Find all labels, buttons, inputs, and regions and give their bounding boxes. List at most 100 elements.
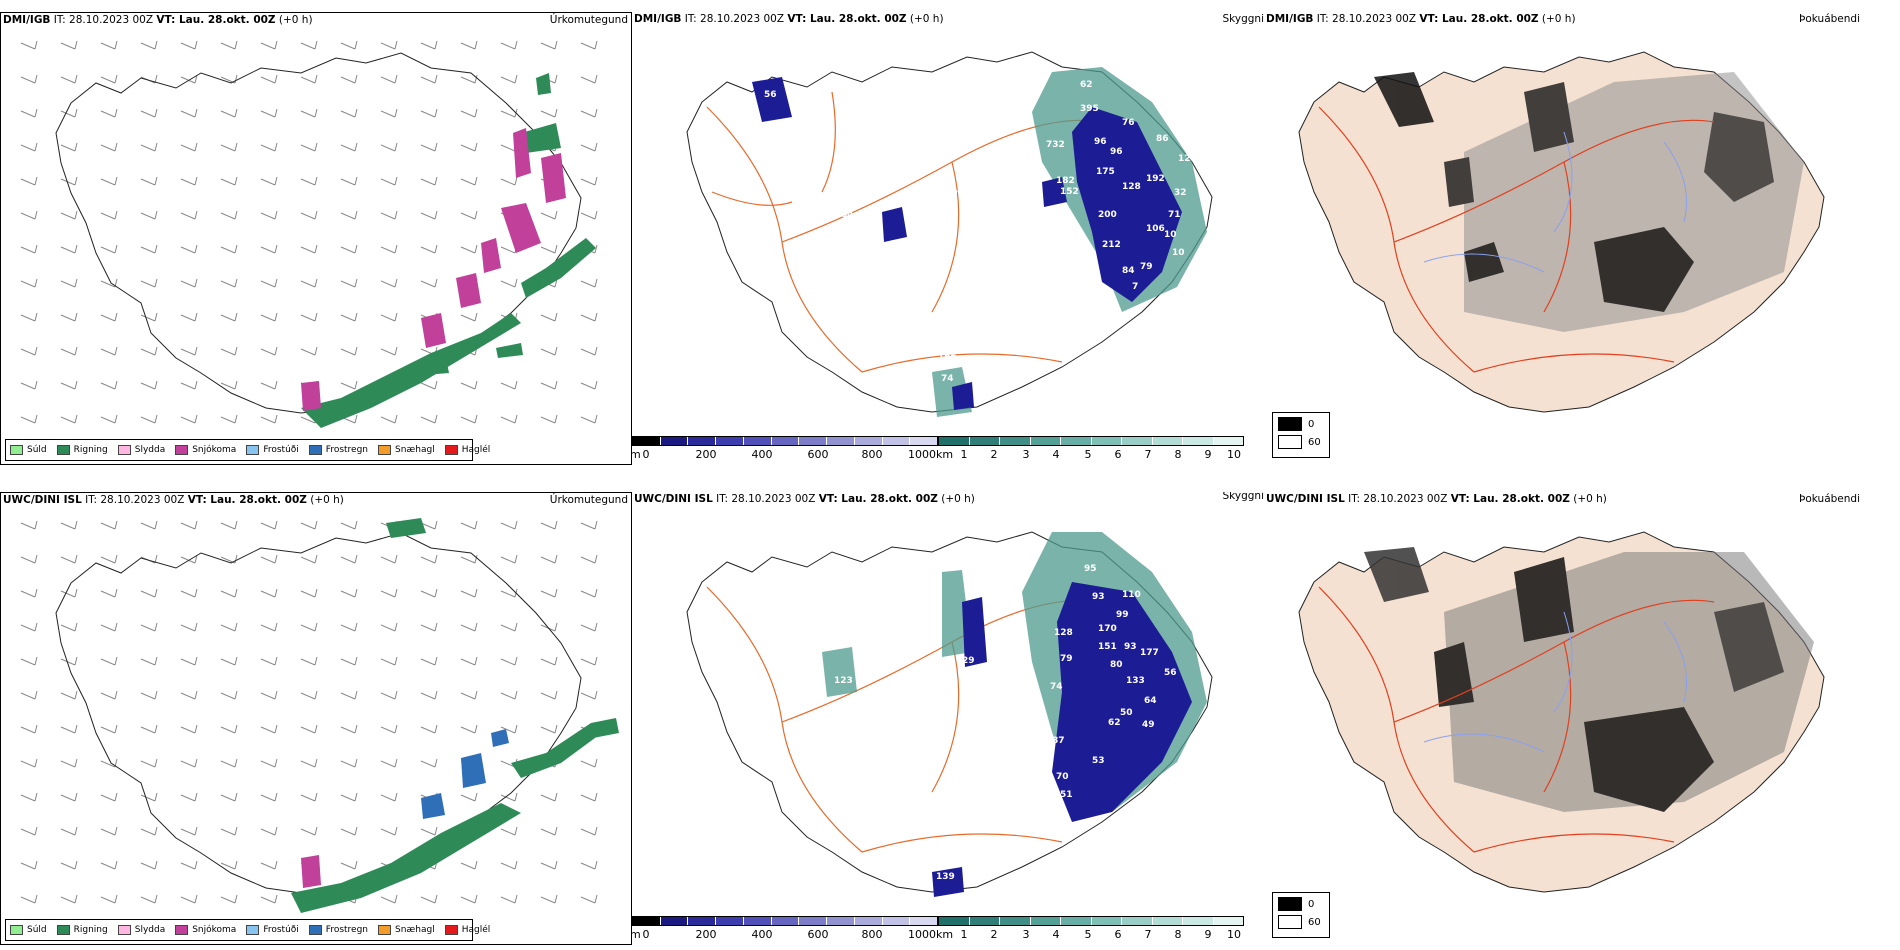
iceland-coastline [55, 52, 582, 414]
tick-label: 1 [960, 928, 968, 941]
legend-item: Slydda [117, 925, 165, 935]
wind-barb [60, 758, 78, 768]
wind-barb [460, 142, 478, 152]
cloud-number: 93 [1124, 642, 1137, 652]
cloud-number: 62 [1108, 718, 1121, 728]
wind-barb [180, 108, 198, 118]
wind-barb [540, 40, 558, 50]
wind-barb [100, 40, 118, 50]
wind-barb [500, 74, 518, 84]
wind-barb [140, 860, 158, 870]
cloud-number: 74 [806, 112, 819, 122]
cloud-number: 177 [1140, 648, 1159, 658]
cloud-number: 128 [1122, 182, 1141, 192]
wind-barb [380, 210, 398, 220]
wind-barb [20, 380, 38, 390]
wind-barb [420, 278, 438, 288]
tick-label: 9 [1204, 928, 1212, 941]
wind-barb [540, 724, 558, 734]
legend-swatch [444, 925, 458, 935]
wind-barb [380, 346, 398, 356]
wind-barb [260, 656, 278, 666]
wind-barb [220, 346, 238, 356]
tick-label: 1 [960, 448, 968, 461]
cloud-number: 80 [1110, 660, 1123, 670]
wind-barb [20, 826, 38, 836]
wind-barb [260, 414, 278, 424]
wind-barb [20, 792, 38, 802]
wind-barb [380, 826, 398, 836]
colorbar-km-scale [938, 436, 1244, 446]
colorbar-km-bottom: km 1 2 3 4 5 6 7 8 9 10 [936, 916, 1244, 945]
wind-barb [540, 588, 558, 598]
wind-barb [460, 108, 478, 118]
wind-barb [140, 346, 158, 356]
wind-barb [380, 690, 398, 700]
wind-barb [140, 656, 158, 666]
wind-barb [460, 210, 478, 220]
tick-label: 9 [1204, 448, 1212, 461]
wind-barb [60, 622, 78, 632]
wind-barb [220, 894, 238, 904]
tick-label: 200 [695, 448, 717, 461]
wind-barb [300, 792, 318, 802]
tick-label: 600 [807, 448, 829, 461]
wind-barb [300, 142, 318, 152]
wind-barb [500, 588, 518, 598]
wind-barb [340, 724, 358, 734]
panel-title: DMI/IGB IT: 28.10.2023 00Z VT: Lau. 28.o… [634, 13, 944, 25]
tick-label: 2 [990, 448, 998, 461]
wind-barb [420, 244, 438, 254]
wind-barb [60, 40, 78, 50]
cloud-number: 189 [1032, 234, 1051, 244]
wind-barb [220, 176, 238, 186]
cloud-number: 65 [914, 362, 927, 372]
wind-barb [580, 210, 598, 220]
wind-barb [20, 346, 38, 356]
wind-barb [180, 724, 198, 734]
road-network [1318, 586, 1715, 853]
wind-barb [260, 826, 278, 836]
wind-barb [180, 826, 198, 836]
wind-barb [220, 142, 238, 152]
tick-label: 0 [642, 448, 650, 461]
wind-barbs [20, 520, 598, 904]
legend-item: Rigning [56, 445, 108, 455]
wind-barb [340, 860, 358, 870]
cloud-panel-bottom: UWC/DINI ISL IT: 28.10.2023 00Z VT: Lau.… [632, 492, 1264, 945]
wind-barb [140, 210, 158, 220]
wind-barb [500, 724, 518, 734]
wind-barb [540, 554, 558, 564]
cloud-number: 80 [992, 182, 1005, 192]
wind-barb [140, 622, 158, 632]
tick-label: 4 [1052, 448, 1060, 461]
fog-panel-bottom: UWC/DINI ISL IT: 28.10.2023 00Z VT: Lau.… [1264, 492, 1900, 945]
cloud-number: 182 [1056, 176, 1075, 186]
wind-barb [340, 656, 358, 666]
wind-barb [180, 244, 198, 254]
wind-barb [100, 656, 118, 666]
wind-barb [460, 554, 478, 564]
wind-barb [100, 622, 118, 632]
wind-barb [60, 894, 78, 904]
wind-barb [420, 520, 438, 530]
wind-barb [60, 588, 78, 598]
wind-barb [460, 414, 478, 424]
wind-barb [220, 312, 238, 322]
wind-barb [300, 312, 318, 322]
wind-barb [540, 826, 558, 836]
wind-barb [140, 520, 158, 530]
wind-barb [340, 380, 358, 390]
tick-label: 0 [642, 928, 650, 941]
cloud-number: 744 [952, 190, 971, 200]
wind-barb [500, 622, 518, 632]
wind-barb [340, 690, 358, 700]
wind-barb [20, 758, 38, 768]
cloud-number: 10 [1172, 248, 1185, 258]
legend-swatch [10, 925, 23, 935]
cloud-number: 71 [1168, 210, 1181, 220]
wind-barb [460, 860, 478, 870]
wind-barb [140, 312, 158, 322]
wind-barb [20, 724, 38, 734]
wind-barb [260, 690, 278, 700]
